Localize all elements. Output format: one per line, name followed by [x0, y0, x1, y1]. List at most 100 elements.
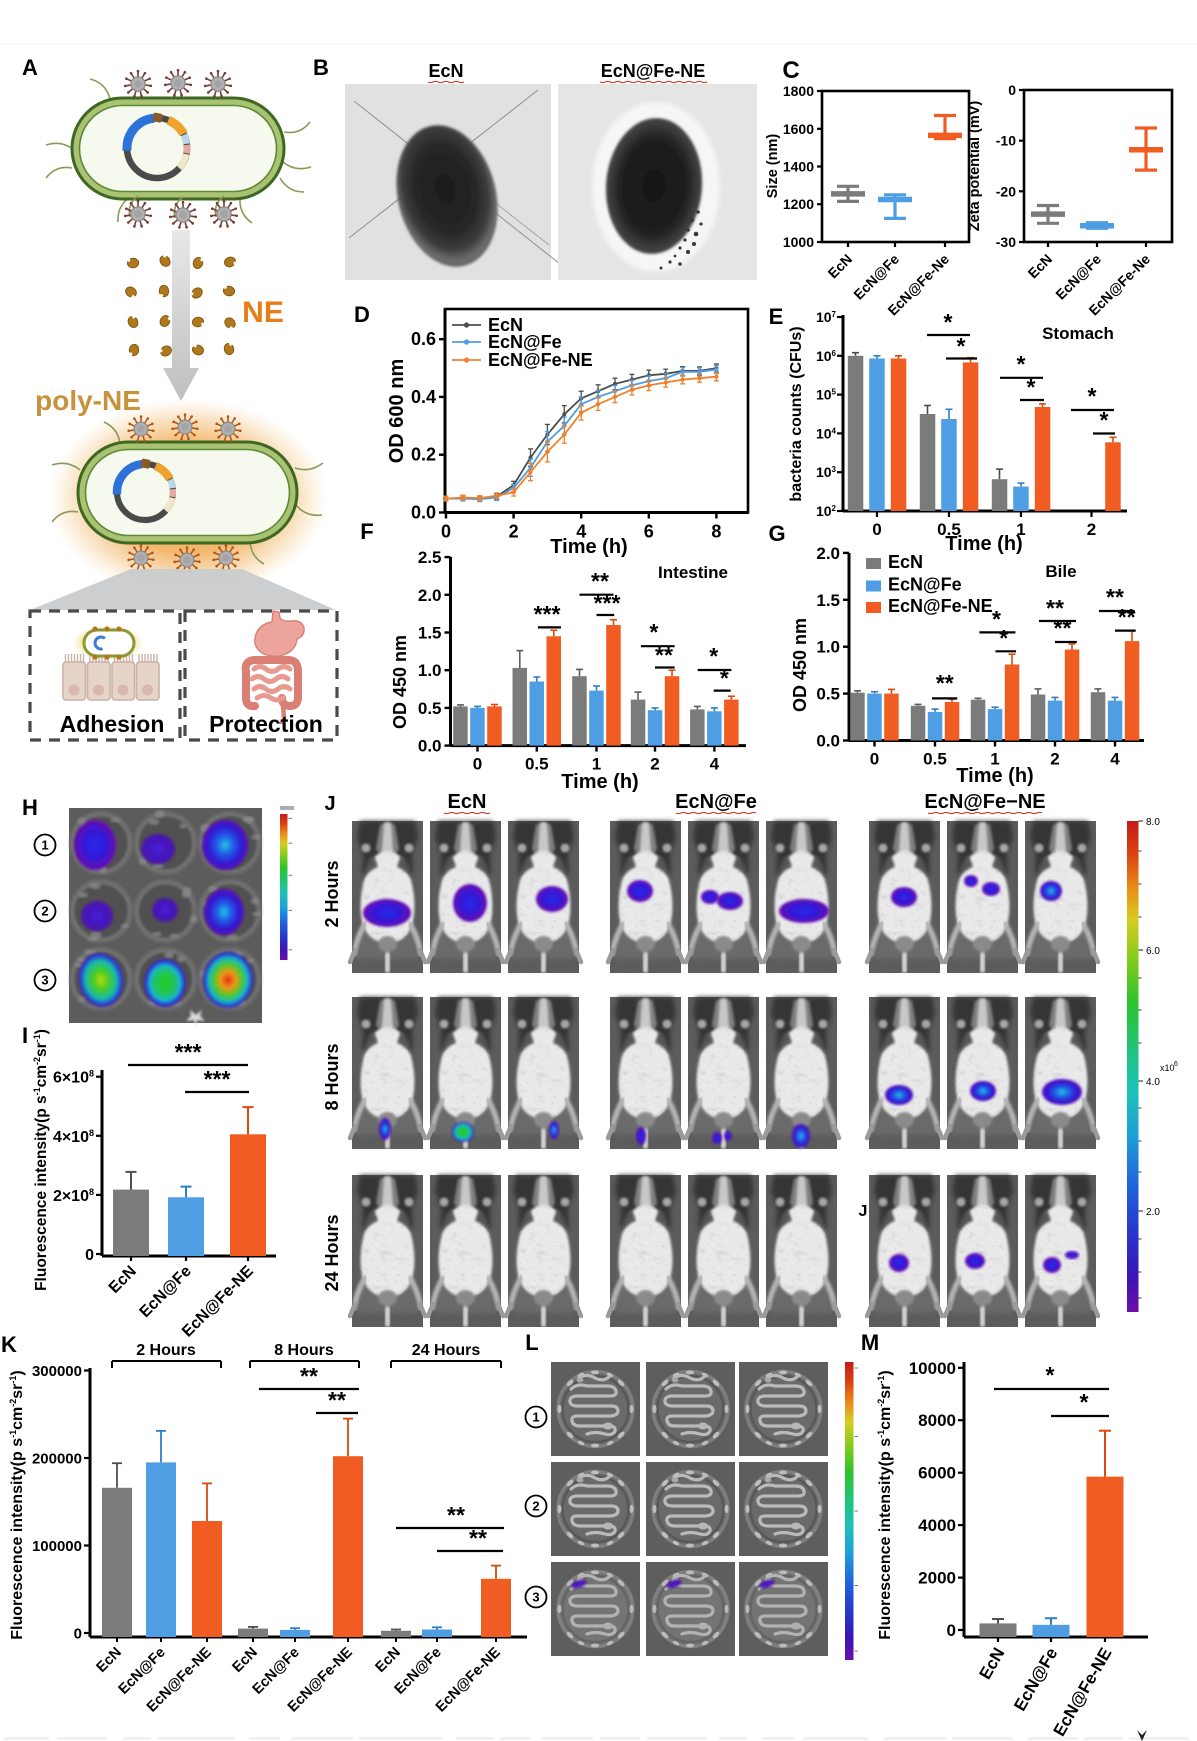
svg-text:1.5: 1.5	[816, 591, 840, 610]
svg-text:*: *	[1046, 1362, 1055, 1388]
svg-text:EcN@Fe: EcN@Fe	[888, 575, 962, 595]
svg-text:D: D	[354, 302, 370, 327]
svg-text:102: 102	[816, 503, 837, 519]
svg-text:8 Hours: 8 Hours	[274, 1342, 334, 1359]
svg-text:***: ***	[594, 590, 621, 616]
svg-text:6.0: 6.0	[1146, 946, 1160, 957]
svg-text:0.2: 0.2	[411, 445, 436, 465]
svg-text:1: 1	[990, 750, 999, 769]
svg-text:Time (h): Time (h)	[956, 765, 1033, 787]
svg-text:-20: -20	[996, 183, 1016, 199]
svg-text:2: 2	[650, 755, 659, 774]
svg-text:8 Hours: 8 Hours	[322, 1043, 342, 1110]
svg-text:24 Hours: 24 Hours	[322, 1214, 342, 1291]
svg-text:**: **	[1046, 595, 1064, 621]
svg-text:2: 2	[509, 522, 519, 542]
svg-text:0: 0	[85, 1247, 94, 1264]
svg-text:2.5: 2.5	[418, 548, 442, 567]
svg-text:Bile: Bile	[1045, 562, 1076, 581]
svg-text:***: ***	[204, 1066, 231, 1092]
svg-text:0.0: 0.0	[411, 503, 436, 523]
svg-text:2: 2	[1087, 520, 1096, 539]
svg-text:2×108: 2×108	[53, 1187, 94, 1205]
svg-text:4000: 4000	[918, 1516, 956, 1535]
svg-text:0: 0	[1008, 82, 1016, 98]
svg-text:**: **	[936, 670, 954, 696]
svg-text:104: 104	[816, 425, 837, 441]
svg-text:8000: 8000	[918, 1411, 956, 1430]
svg-text:Protection: Protection	[209, 711, 323, 737]
svg-text:Adhesion: Adhesion	[60, 711, 165, 737]
svg-text:Size (nm): Size (nm)	[765, 134, 781, 199]
svg-text:Zeta potential (mV): Zeta potential (mV)	[967, 101, 983, 232]
svg-text:EcN@Fe-NE: EcN@Fe-NE	[488, 350, 593, 370]
svg-text:*: *	[1088, 383, 1097, 409]
svg-text:4.0: 4.0	[1146, 1077, 1160, 1088]
svg-text:0.5: 0.5	[923, 750, 947, 769]
svg-text:*: *	[709, 643, 718, 669]
svg-text:1800: 1800	[783, 83, 814, 99]
svg-text:Time (h): Time (h)	[561, 771, 638, 793]
svg-text:Fluorescence intensity(p s-1cm: Fluorescence intensity(p s-1cm-2sr-1)	[876, 1370, 894, 1639]
svg-text:**: **	[591, 568, 609, 594]
svg-text:1600: 1600	[783, 121, 814, 137]
svg-text:***: ***	[175, 1039, 202, 1065]
svg-text:EcN: EcN	[448, 791, 487, 813]
svg-text:*: *	[999, 625, 1008, 651]
svg-text:*: *	[1017, 351, 1026, 377]
svg-text:0: 0	[870, 750, 879, 769]
svg-text:Fluorescence intensity(p s-1cm: Fluorescence intensity(p s-1cm-2sr-1)	[32, 1029, 50, 1291]
svg-text:105: 105	[816, 387, 837, 403]
svg-text:1400: 1400	[783, 159, 814, 175]
svg-text:6000: 6000	[918, 1464, 956, 1483]
svg-text:2.0: 2.0	[418, 586, 442, 605]
svg-text:106: 106	[816, 348, 837, 364]
svg-text:*: *	[720, 665, 729, 691]
svg-text:I: I	[22, 1023, 28, 1048]
svg-text:200000: 200000	[32, 1451, 82, 1468]
svg-text:EcN@Fe-NE: EcN@Fe-NE	[601, 61, 706, 81]
svg-text:8: 8	[711, 522, 721, 542]
svg-text:2.0: 2.0	[1146, 1207, 1160, 1218]
svg-text:2 Hours: 2 Hours	[322, 860, 342, 927]
svg-text:6×108: 6×108	[53, 1069, 94, 1087]
svg-text:K: K	[1, 1332, 17, 1357]
svg-text:6: 6	[1174, 1061, 1178, 1068]
svg-text:*: *	[1100, 407, 1109, 433]
svg-text:Time (h): Time (h)	[550, 536, 627, 558]
svg-text:-30: -30	[996, 234, 1016, 250]
svg-text:0.5: 0.5	[937, 520, 961, 539]
svg-text:4: 4	[710, 755, 720, 774]
svg-text:0.4: 0.4	[411, 387, 436, 407]
svg-text:**: **	[1118, 604, 1136, 630]
svg-text:-10: -10	[996, 133, 1016, 149]
svg-text:1: 1	[1016, 520, 1025, 539]
svg-text:0.5: 0.5	[525, 755, 549, 774]
svg-text:G: G	[768, 521, 785, 546]
svg-text:B: B	[313, 55, 329, 80]
svg-text:4: 4	[576, 522, 586, 542]
svg-text:**: **	[1054, 615, 1072, 641]
svg-text:0.0: 0.0	[816, 732, 840, 751]
svg-text:8.0: 8.0	[1146, 817, 1160, 828]
svg-text:1: 1	[592, 755, 601, 774]
svg-text:Intestine: Intestine	[658, 563, 728, 582]
svg-text:3: 3	[532, 1590, 539, 1605]
svg-text:H: H	[22, 795, 38, 820]
svg-text:*: *	[944, 309, 953, 335]
svg-text:6: 6	[644, 522, 654, 542]
svg-text:0: 0	[947, 1621, 956, 1640]
svg-text:OD 450 nm: OD 450 nm	[390, 635, 410, 729]
svg-text:**: **	[469, 1525, 487, 1551]
svg-text:0.5: 0.5	[418, 699, 442, 718]
svg-text:*: *	[1027, 374, 1036, 400]
svg-text:103: 103	[816, 464, 837, 480]
svg-text:Stomach: Stomach	[1042, 324, 1114, 343]
svg-text:2: 2	[1050, 750, 1059, 769]
svg-text:0.0: 0.0	[418, 737, 442, 756]
svg-text:**: **	[447, 1502, 465, 1528]
svg-text:*: *	[649, 619, 658, 645]
svg-text:0: 0	[473, 755, 482, 774]
svg-text:1: 1	[41, 838, 48, 853]
svg-text:*: *	[1080, 1389, 1089, 1415]
